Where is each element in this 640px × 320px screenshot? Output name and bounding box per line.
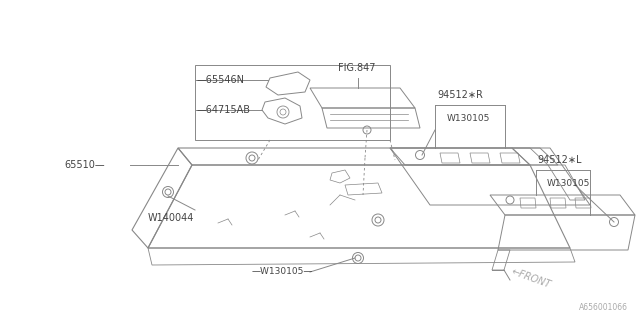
Text: W130105: W130105 — [447, 114, 490, 123]
Text: FIG.847: FIG.847 — [339, 63, 376, 73]
Text: A656001066: A656001066 — [579, 303, 628, 312]
Text: W130105: W130105 — [547, 179, 590, 188]
Text: —64715AB: —64715AB — [197, 105, 251, 115]
Text: W140044: W140044 — [148, 213, 195, 223]
Text: —W130105—: —W130105— — [252, 268, 314, 276]
Text: 65510—: 65510— — [65, 160, 105, 170]
Text: 94512∗R: 94512∗R — [437, 90, 483, 100]
Text: ←FRONT: ←FRONT — [510, 266, 552, 290]
Text: 94512∗L: 94512∗L — [537, 155, 582, 165]
Text: —65546N: —65546N — [197, 75, 245, 85]
